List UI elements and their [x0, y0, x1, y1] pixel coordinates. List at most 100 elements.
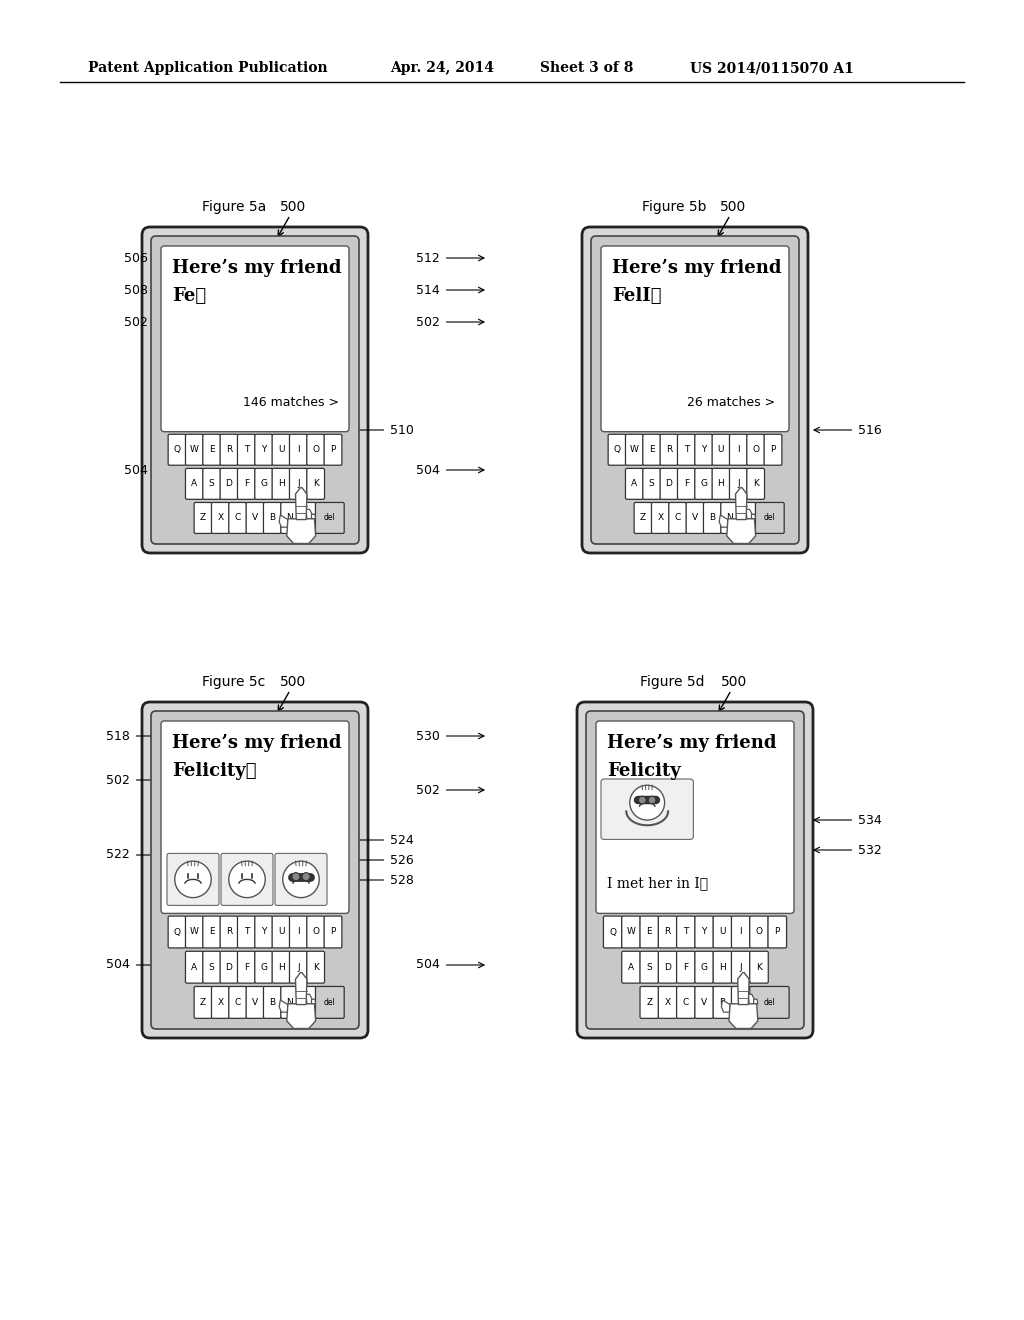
FancyBboxPatch shape	[228, 986, 247, 1018]
FancyBboxPatch shape	[712, 434, 730, 465]
Text: US 2014/0115070 A1: US 2014/0115070 A1	[690, 61, 854, 75]
FancyBboxPatch shape	[325, 916, 342, 948]
Text: X: X	[217, 998, 223, 1007]
FancyBboxPatch shape	[640, 952, 658, 983]
FancyBboxPatch shape	[272, 469, 290, 499]
Text: S: S	[209, 962, 215, 972]
FancyBboxPatch shape	[731, 952, 750, 983]
FancyBboxPatch shape	[263, 503, 282, 533]
FancyBboxPatch shape	[746, 434, 765, 465]
FancyBboxPatch shape	[246, 503, 264, 533]
FancyBboxPatch shape	[601, 779, 693, 840]
Text: M: M	[303, 998, 311, 1007]
Circle shape	[639, 796, 646, 804]
FancyBboxPatch shape	[640, 916, 658, 948]
FancyBboxPatch shape	[281, 986, 299, 1018]
FancyBboxPatch shape	[660, 434, 678, 465]
Text: Here’s my friend: Here’s my friend	[612, 259, 781, 277]
FancyBboxPatch shape	[307, 916, 325, 948]
FancyBboxPatch shape	[195, 503, 212, 533]
Text: W: W	[630, 445, 639, 454]
Polygon shape	[735, 487, 746, 520]
Polygon shape	[746, 510, 755, 519]
Polygon shape	[311, 999, 315, 1003]
Circle shape	[648, 796, 656, 804]
Text: T: T	[683, 928, 688, 936]
Text: T: T	[684, 445, 689, 454]
FancyBboxPatch shape	[315, 986, 344, 1018]
Polygon shape	[719, 515, 728, 527]
Circle shape	[292, 873, 300, 880]
Text: Felicity: Felicity	[607, 762, 681, 780]
Text: 524: 524	[390, 833, 414, 846]
Text: Y: Y	[261, 445, 266, 454]
FancyBboxPatch shape	[622, 916, 640, 948]
Text: del: del	[764, 998, 775, 1007]
FancyBboxPatch shape	[678, 469, 695, 499]
FancyBboxPatch shape	[185, 469, 203, 499]
FancyBboxPatch shape	[713, 916, 732, 948]
FancyBboxPatch shape	[195, 986, 212, 1018]
Text: Z: Z	[640, 513, 646, 523]
Text: A: A	[628, 962, 634, 972]
Text: 500: 500	[281, 675, 306, 689]
FancyBboxPatch shape	[658, 952, 677, 983]
FancyBboxPatch shape	[185, 952, 203, 983]
Text: Y: Y	[261, 928, 266, 936]
FancyBboxPatch shape	[695, 469, 713, 499]
Text: del: del	[764, 513, 776, 523]
Text: G: G	[700, 479, 708, 488]
Text: Figure 5d: Figure 5d	[640, 675, 705, 689]
FancyBboxPatch shape	[721, 503, 738, 533]
Text: N: N	[726, 513, 733, 523]
Text: Figure 5a: Figure 5a	[203, 201, 266, 214]
FancyBboxPatch shape	[746, 469, 765, 499]
Text: 522: 522	[106, 849, 130, 862]
Text: Sheet 3 of 8: Sheet 3 of 8	[540, 61, 634, 75]
Text: H: H	[278, 479, 285, 488]
Text: W: W	[627, 928, 636, 936]
Polygon shape	[306, 994, 314, 1003]
FancyBboxPatch shape	[678, 434, 695, 465]
Circle shape	[283, 861, 319, 898]
Text: Here’s my friend: Here’s my friend	[172, 734, 341, 752]
FancyBboxPatch shape	[168, 434, 186, 465]
FancyBboxPatch shape	[272, 952, 290, 983]
Text: H: H	[719, 962, 726, 972]
Text: 502: 502	[416, 784, 440, 796]
Text: N: N	[287, 513, 293, 523]
Text: I: I	[739, 928, 742, 936]
FancyBboxPatch shape	[640, 986, 658, 1018]
Text: U: U	[278, 928, 285, 936]
FancyBboxPatch shape	[168, 916, 186, 948]
Polygon shape	[754, 999, 758, 1003]
Circle shape	[175, 861, 211, 898]
FancyBboxPatch shape	[713, 952, 732, 983]
Text: Z: Z	[646, 998, 652, 1007]
Polygon shape	[749, 994, 757, 1003]
FancyBboxPatch shape	[307, 434, 325, 465]
FancyBboxPatch shape	[315, 503, 344, 533]
FancyBboxPatch shape	[731, 916, 750, 948]
Text: X: X	[665, 998, 671, 1007]
Polygon shape	[737, 973, 750, 1005]
Text: S: S	[209, 479, 215, 488]
Text: M: M	[743, 513, 751, 523]
Text: P: P	[770, 445, 776, 454]
FancyBboxPatch shape	[255, 916, 272, 948]
Text: 502: 502	[124, 315, 148, 329]
Text: V: V	[252, 998, 258, 1007]
Text: 502: 502	[416, 315, 440, 329]
FancyBboxPatch shape	[221, 854, 273, 906]
FancyBboxPatch shape	[764, 434, 782, 465]
Text: P: P	[331, 928, 336, 936]
FancyBboxPatch shape	[695, 952, 714, 983]
Text: G: G	[260, 962, 267, 972]
Text: F: F	[244, 479, 249, 488]
FancyBboxPatch shape	[161, 246, 349, 432]
Text: Z: Z	[200, 998, 206, 1007]
FancyBboxPatch shape	[703, 503, 721, 533]
FancyBboxPatch shape	[634, 503, 652, 533]
FancyBboxPatch shape	[272, 434, 290, 465]
Text: FelI⏐: FelI⏐	[612, 286, 662, 305]
